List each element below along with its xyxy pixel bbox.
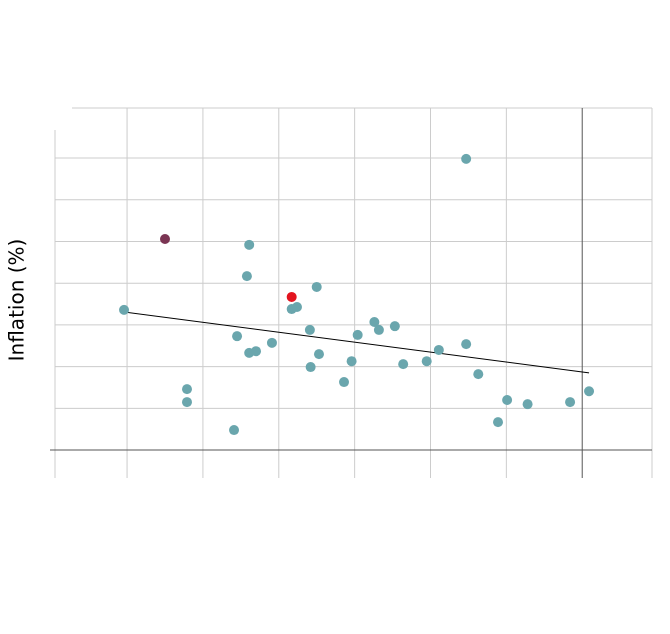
scatter-point	[398, 359, 409, 370]
scatter-point	[291, 301, 302, 312]
scatter-point	[181, 397, 192, 408]
scatter-point	[522, 399, 533, 410]
scatter-point	[346, 356, 357, 367]
scatter-point	[352, 329, 363, 340]
scatter-point	[493, 417, 504, 428]
scatter-point	[241, 271, 252, 282]
scatter-point	[305, 362, 316, 373]
scatter-point	[433, 344, 444, 355]
scatter-point	[421, 356, 432, 367]
scatter-point	[565, 397, 576, 408]
scatter-point	[369, 316, 380, 327]
scatter-point	[251, 346, 262, 357]
scatter-point	[266, 337, 277, 348]
scatter-point	[389, 321, 400, 332]
scatter-point	[286, 291, 297, 302]
scatter-point	[584, 386, 595, 397]
y-axis-label: Inflation (%)	[5, 239, 29, 362]
scatter-point	[304, 324, 315, 335]
scatter-point	[373, 324, 384, 335]
scatter-point	[244, 239, 255, 250]
scatter-point	[461, 339, 472, 350]
scatter-point	[502, 394, 513, 405]
scatter-point	[339, 377, 350, 388]
scatter-point	[232, 331, 243, 342]
scatter-point	[473, 369, 484, 380]
scatter-point	[119, 304, 130, 315]
scatter-point	[181, 384, 192, 395]
scatter-point	[311, 281, 322, 292]
scatter-point	[461, 153, 472, 164]
trend-line	[123, 311, 590, 374]
scatter-point	[229, 425, 240, 436]
scatter-point	[159, 233, 170, 244]
scatter-point	[313, 349, 324, 360]
